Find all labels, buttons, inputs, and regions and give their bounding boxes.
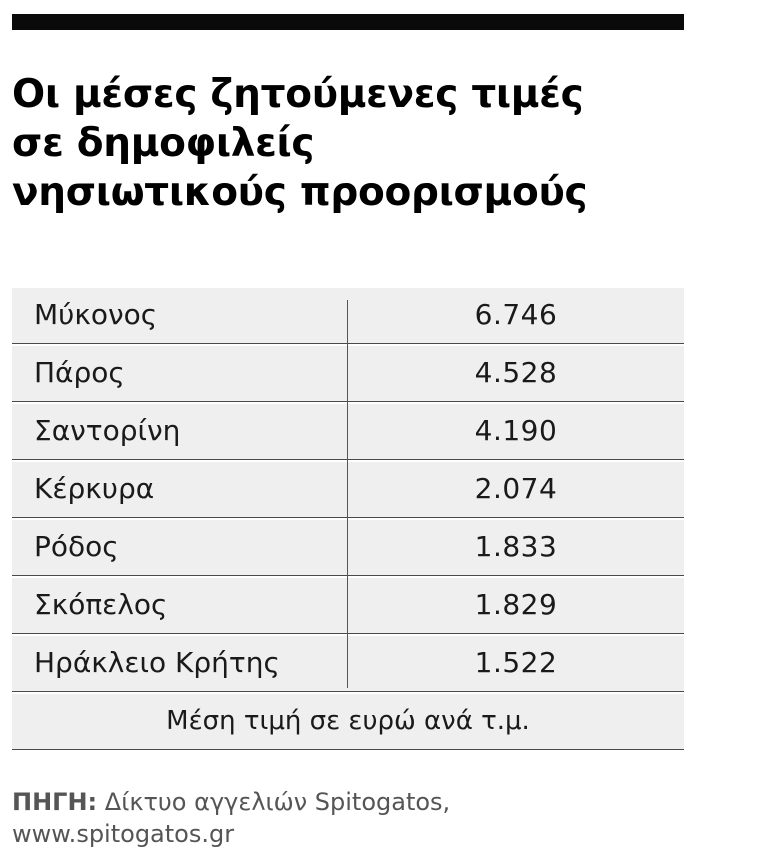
price-value: 1.833 bbox=[474, 530, 558, 563]
price-value: 4.528 bbox=[474, 356, 558, 389]
top-rule bbox=[12, 14, 684, 30]
column-divider bbox=[347, 300, 348, 688]
table-row: Μύκονος 6.746 bbox=[12, 288, 684, 344]
unit-note: Μέση τιμή σε ευρώ ανά τ.μ. bbox=[166, 706, 530, 736]
price-table: Μύκονος 6.746 Πάρος 4.528 Σαντορίνη 4.19… bbox=[12, 288, 684, 750]
headline-line-2: σε δημοφιλείς bbox=[12, 121, 315, 166]
source-text: Δίκτυο αγγελιών Spitogatos, bbox=[97, 788, 451, 816]
destination-name: Σκόπελος bbox=[34, 588, 168, 621]
headline: Οι μέσες ζητούμενες τιμές σε δημοφιλείς … bbox=[12, 70, 702, 217]
destination-name: Σαντορίνη bbox=[34, 414, 181, 447]
table-row: Σκόπελος 1.829 bbox=[12, 578, 684, 634]
destination-name: Ηράκλειο Κρήτης bbox=[34, 646, 280, 679]
price-value: 6.746 bbox=[474, 298, 558, 331]
table-row: Ηράκλειο Κρήτης 1.522 bbox=[12, 636, 684, 692]
destination-name: Πάρος bbox=[34, 356, 125, 389]
destination-name: Ρόδος bbox=[34, 530, 119, 563]
price-value: 4.190 bbox=[474, 414, 558, 447]
table-row: Κέρκυρα 2.074 bbox=[12, 462, 684, 518]
table-row: Σαντορίνη 4.190 bbox=[12, 404, 684, 460]
destination-name: Κέρκυρα bbox=[34, 472, 155, 505]
source-url: www.spitogatos.gr bbox=[12, 820, 235, 848]
table-footer: Μέση τιμή σε ευρώ ανά τ.μ. bbox=[12, 694, 684, 750]
table-row: Πάρος 4.528 bbox=[12, 346, 684, 402]
price-value: 1.829 bbox=[474, 588, 558, 621]
headline-line-1: Οι μέσες ζητούμενες τιμές bbox=[12, 72, 584, 117]
price-value: 2.074 bbox=[474, 472, 558, 505]
destination-name: Μύκονος bbox=[34, 298, 158, 331]
source-label: ΠΗΓΗ: bbox=[12, 788, 98, 816]
table-row: Ρόδος 1.833 bbox=[12, 520, 684, 576]
headline-line-3: νησιωτικούς προορισμούς bbox=[12, 170, 588, 215]
source-credit: ΠΗΓΗ: Δίκτυο αγγελιών Spitogatos, www.sp… bbox=[12, 786, 732, 850]
price-value: 1.522 bbox=[474, 646, 558, 679]
